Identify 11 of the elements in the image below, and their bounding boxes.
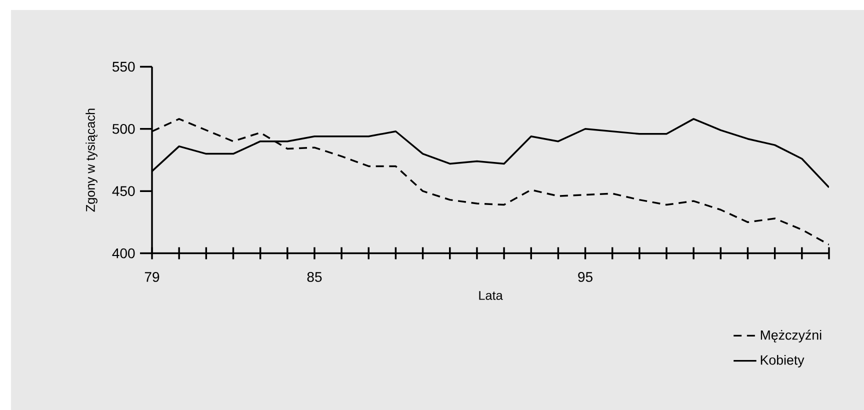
x-tick-label: 79: [144, 272, 160, 282]
y-axis-title: Zgony w tysiącach: [86, 108, 98, 212]
x-axis-title: Lata: [479, 291, 503, 300]
y-tick-label: 400: [112, 248, 135, 258]
y-tick-label: 500: [112, 124, 135, 134]
y-tick-label: 550: [112, 62, 135, 72]
x-tick-label: 85: [307, 272, 322, 282]
legend-label: Kobiety: [760, 354, 804, 368]
legend-label: Mężczyźni: [760, 330, 822, 342]
y-tick-label: 450: [112, 186, 135, 196]
x-tick-label: 95: [578, 272, 592, 282]
